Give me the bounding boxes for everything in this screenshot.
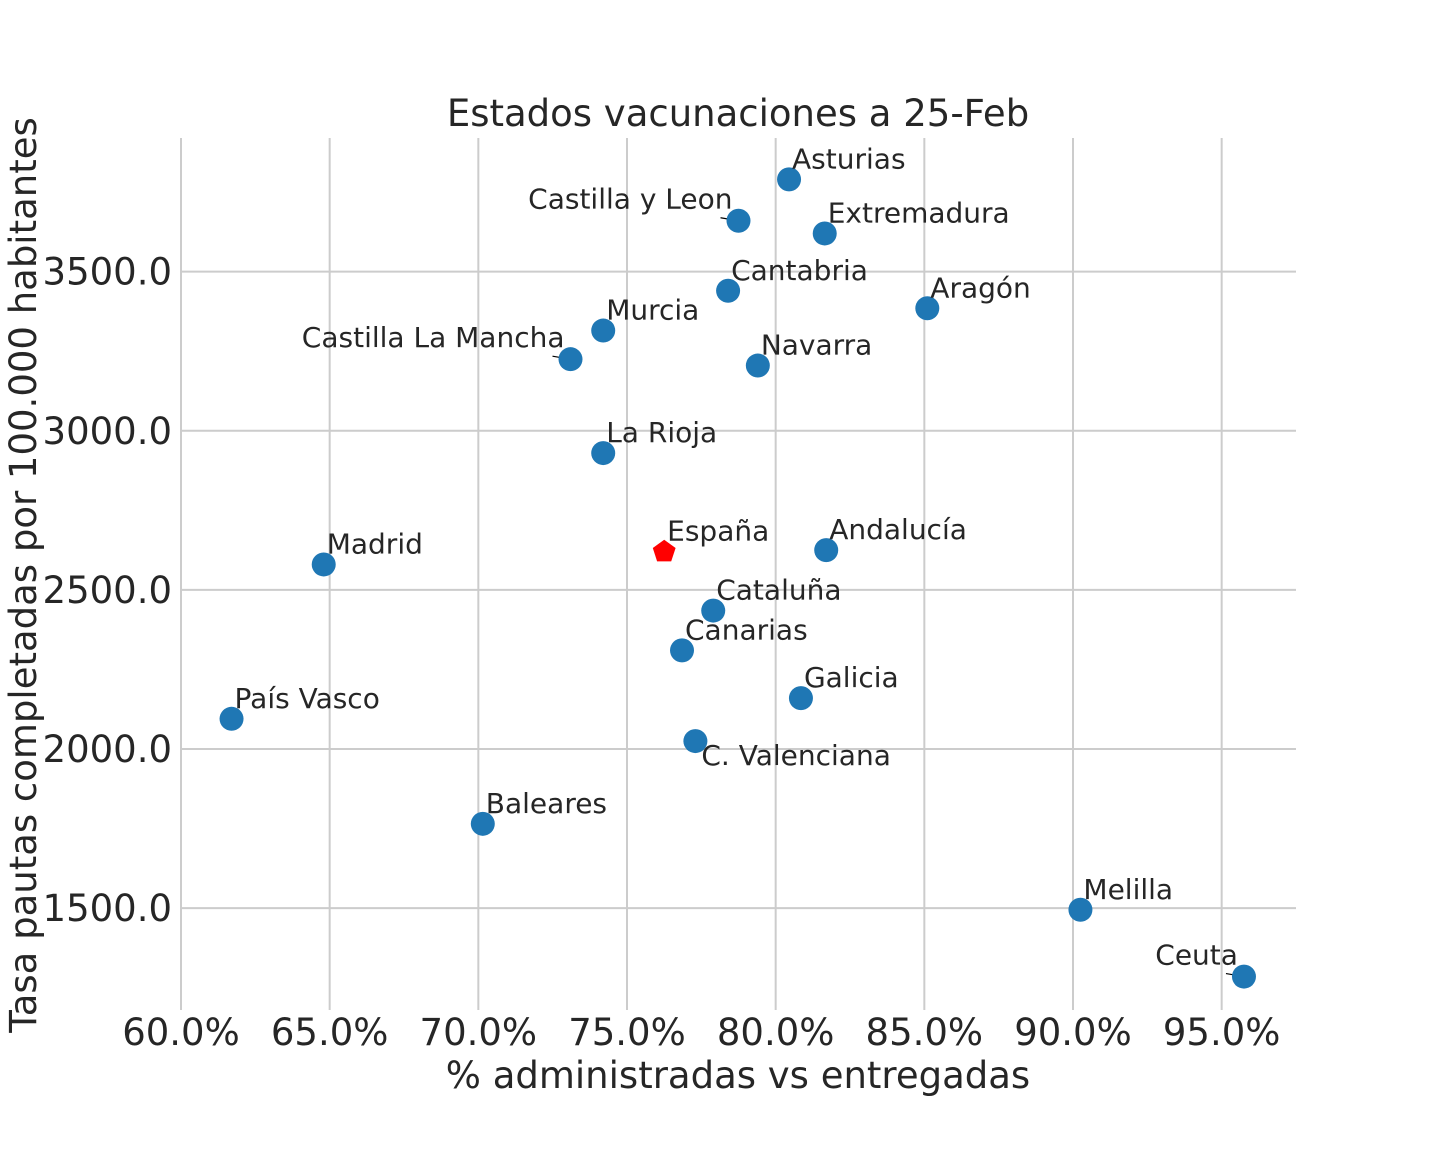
point-label: Castilla y Leon (528, 183, 732, 216)
data-point (1068, 897, 1093, 922)
x-tick-label: 75.0% (568, 1011, 686, 1054)
y-axis-label: Tasa pautas completadas por 100.000 habi… (2, 117, 45, 1034)
data-point (716, 278, 741, 303)
point-label: Asturias (792, 142, 906, 175)
point-label: Madrid (327, 527, 423, 560)
data-point (470, 811, 495, 836)
point-label: Baleares (486, 787, 607, 820)
y-tick-label: 2000.0 (43, 728, 172, 771)
x-tick-label: 65.0% (271, 1011, 389, 1054)
x-axis-label: % administradas vs entregadas (446, 1054, 1030, 1097)
point-label: Canarias (685, 613, 808, 646)
grid-layer (180, 138, 1296, 1010)
point-label: Cataluña (716, 574, 841, 607)
data-point (591, 318, 616, 343)
x-tick-label: 70.0% (420, 1011, 538, 1054)
point-label: Melilla (1083, 873, 1173, 906)
tick-layer: 60.0% 65.0% 70.0% 75.0% 80.0% 85.0% 90.0% 95.0%… (43, 251, 1281, 1054)
x-tick-label: 80.0% (717, 1011, 835, 1054)
point-labels-layer: Asturias Castilla y Leon Extremadura Cantab… (235, 142, 1238, 971)
y-tick-label: 3500.0 (43, 251, 172, 294)
x-tick-label: 60.0% (122, 1011, 240, 1054)
x-tick-label: 95.0% (1163, 1011, 1281, 1054)
data-point (1231, 964, 1256, 989)
point-label: C. Valenciana (701, 739, 890, 772)
point-label: Aragón (930, 271, 1030, 304)
data-point (591, 441, 616, 466)
points-layer (219, 167, 1256, 989)
data-point (670, 638, 695, 663)
y-tick-label: 3000.0 (43, 410, 172, 453)
data-point (219, 706, 244, 731)
y-tick-label: 1500.0 (43, 887, 172, 930)
highlight-point (652, 539, 676, 562)
x-tick-label: 90.0% (1014, 1011, 1132, 1054)
data-point (812, 221, 837, 246)
point-label: Castilla La Mancha (302, 321, 565, 354)
point-label: Galicia (804, 661, 899, 694)
data-point (683, 729, 708, 754)
y-tick-label: 2500.0 (43, 569, 172, 612)
data-point (915, 296, 940, 321)
point-label: Murcia (606, 294, 699, 327)
data-point (311, 552, 336, 577)
point-label: Andalucía (829, 513, 967, 546)
point-label: España (667, 515, 769, 548)
data-point (788, 686, 813, 711)
point-label: Cantabria (731, 254, 868, 287)
data-point (745, 353, 770, 378)
data-point (701, 598, 726, 623)
data-point (558, 347, 583, 372)
point-label: Navarra (761, 329, 873, 362)
point-label: Ceuta (1155, 939, 1238, 972)
point-label: La Rioja (606, 416, 717, 449)
x-tick-label: 85.0% (866, 1011, 984, 1054)
data-point (726, 208, 751, 233)
data-point (777, 167, 802, 192)
data-point (814, 538, 839, 563)
point-label: Extremadura (828, 196, 1010, 229)
chart-title: Estados vacunaciones a 25-Feb (447, 92, 1029, 135)
point-label: País Vasco (235, 682, 380, 715)
